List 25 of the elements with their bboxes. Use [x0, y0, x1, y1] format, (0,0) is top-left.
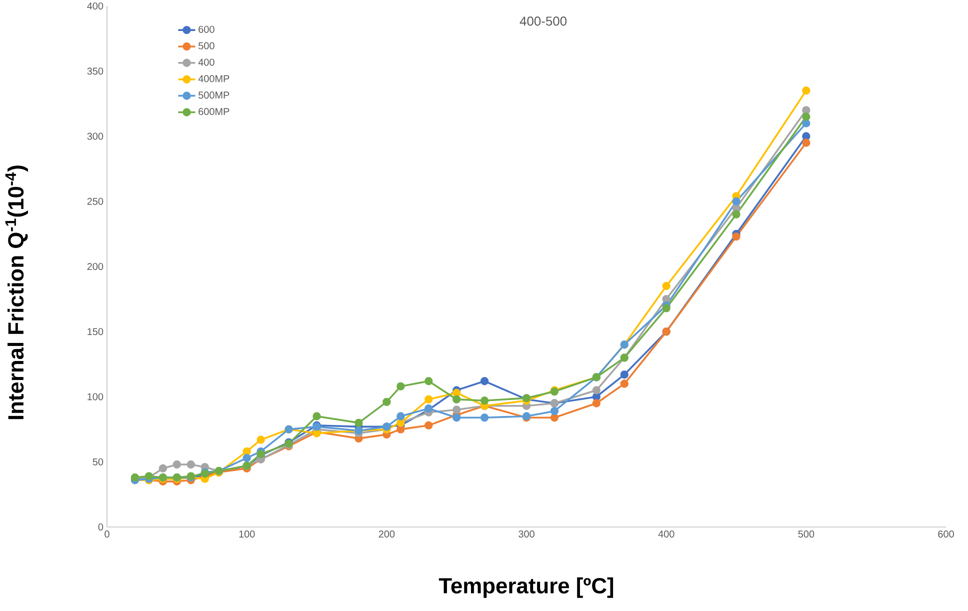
legend-label: 400MP	[198, 75, 230, 82]
legend-label: 500	[198, 42, 214, 50]
x-tick-label: 400	[658, 530, 674, 538]
legend-label: 600MP	[198, 108, 230, 116]
x-tick-label: 300	[518, 530, 534, 538]
x-tick-label: 500	[798, 530, 814, 538]
x-tick-label: 0	[104, 530, 110, 538]
y-tick-label: 100	[88, 393, 104, 400]
y-tick-label: 200	[87, 262, 104, 270]
y-tick-label: 400	[87, 2, 104, 10]
y-tick-label: 0	[98, 523, 104, 531]
y-tick-label: 50	[92, 458, 104, 466]
x-axis-title: Temperature [ºC]	[438, 577, 614, 598]
y-axis-title: Internal Friction Q$^{-1}$(10$^{-4}$)	[5, 166, 28, 420]
legend-label: 500MP	[198, 92, 230, 99]
y-tick-label: 250	[87, 198, 104, 205]
legend-label: 400	[198, 58, 214, 66]
y-tick-label: 150	[88, 328, 104, 336]
y-tick-label: 350	[87, 68, 104, 75]
x-tick-label: 100	[239, 530, 255, 538]
x-tick-label: 200	[378, 530, 395, 538]
x-tick-label: 600	[938, 530, 954, 538]
y-tick-label: 300	[87, 132, 104, 140]
text: 400-500	[520, 16, 567, 26]
legend-label: 600	[198, 26, 214, 33]
